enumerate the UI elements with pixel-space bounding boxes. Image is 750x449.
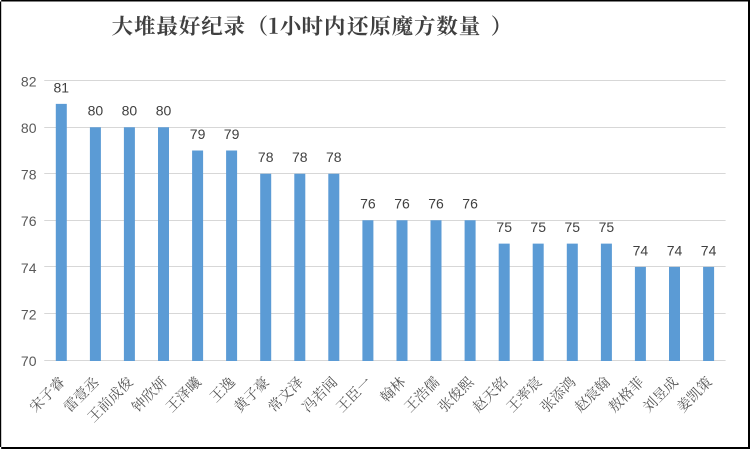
svg-text:74: 74 <box>667 242 683 258</box>
svg-text:76: 76 <box>360 196 376 212</box>
svg-text:76: 76 <box>428 196 444 212</box>
svg-text:75: 75 <box>496 219 512 235</box>
svg-text:78: 78 <box>326 149 342 165</box>
svg-text:76: 76 <box>462 196 478 212</box>
svg-text:70: 70 <box>21 353 37 369</box>
svg-text:78: 78 <box>21 167 37 183</box>
svg-text:79: 79 <box>190 126 206 142</box>
svg-text:76: 76 <box>394 196 410 212</box>
svg-text:75: 75 <box>599 219 615 235</box>
svg-text:78: 78 <box>292 149 308 165</box>
svg-text:75: 75 <box>530 219 546 235</box>
svg-text:74: 74 <box>21 260 37 276</box>
svg-text:78: 78 <box>258 149 274 165</box>
svg-text:80: 80 <box>88 103 104 119</box>
svg-text:74: 74 <box>633 242 649 258</box>
svg-text:75: 75 <box>565 219 581 235</box>
svg-text:80: 80 <box>156 103 172 119</box>
svg-text:82: 82 <box>21 74 37 90</box>
svg-text:79: 79 <box>224 126 240 142</box>
svg-text:81: 81 <box>54 79 70 95</box>
svg-text:80: 80 <box>122 103 138 119</box>
svg-text:80: 80 <box>21 120 37 136</box>
svg-text:74: 74 <box>701 242 717 258</box>
svg-text:72: 72 <box>21 306 37 322</box>
svg-text:76: 76 <box>21 213 37 229</box>
